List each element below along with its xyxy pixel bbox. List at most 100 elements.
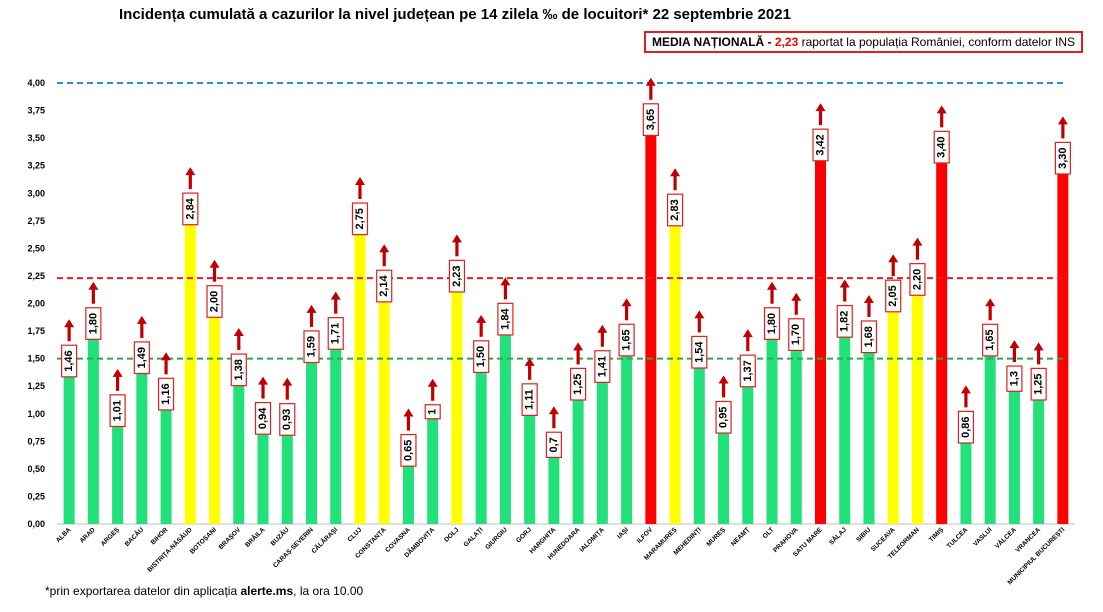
data-label-box [763,307,781,340]
data-label: 1,3 [1008,371,1020,386]
data-label-box [400,433,417,467]
y-tick-label: 0,75 [27,436,45,446]
up-arrow-shaft [188,174,192,190]
bar [427,413,439,524]
up-arrow-shaft [164,359,168,375]
y-tick-label: 0,00 [27,519,45,529]
data-label-box [254,401,272,435]
bar [887,297,899,524]
data-label-box [836,304,853,338]
category-label: IAȘI [616,526,630,540]
bar [596,368,608,524]
up-arrow-head [233,328,244,337]
up-arrow-head [718,375,729,384]
bar [693,354,705,524]
up-arrow-shaft [649,84,653,100]
y-tick-label: 3,50 [27,133,45,143]
data-label-box [521,383,538,417]
up-arrow-head [621,298,632,307]
data-label-box [1030,367,1047,401]
category-label: SIBIU [855,526,872,543]
category-label: DOLJ [443,526,460,543]
data-label: 1 [427,409,439,415]
data-label-box [594,350,611,383]
y-tick-label: 1,00 [27,409,45,419]
national-average-value: 2,23 [774,35,799,49]
footnote-pre: *prin exportarea datelor din aplicația [45,584,241,598]
bar [645,121,657,525]
data-label-box [715,400,732,434]
category-label: ALBA [55,526,73,544]
data-label: 1,71 [330,323,342,344]
data-label-box [666,193,684,227]
data-label-box [473,340,490,374]
up-arrow-head [597,324,608,333]
data-label: 1,80 [87,313,99,334]
category-label: BOTOȘANI [189,526,218,555]
data-label: 1,49 [136,347,148,368]
category-label: GALAȚI [463,526,485,548]
bar [475,358,487,524]
y-tick-label: 2,00 [27,299,45,309]
data-label: 1,01 [112,400,124,421]
up-arrow-head [863,294,874,303]
y-tick-label: 2,75 [27,216,45,226]
up-arrow-shaft [503,284,508,300]
bar [766,325,778,524]
bar [960,429,972,524]
data-label: 2,23 [451,265,463,286]
data-label-box [279,403,296,436]
bar [209,303,221,524]
category-label: NEAMȚ [730,526,751,547]
y-tick-label: 0,50 [27,464,45,474]
up-arrow-head [839,279,850,288]
up-arrow-shaft [334,298,338,314]
up-arrow-head [912,237,923,246]
category-label: TULCEA [946,526,970,550]
up-arrow-shaft [140,322,144,338]
bar [742,372,754,524]
data-label-box [376,269,393,303]
up-arrow-head [1009,340,1020,349]
up-arrow-shaft [285,384,289,400]
up-arrow-shaft [237,335,241,351]
bar [257,420,269,524]
data-label-box [545,431,562,459]
data-label-box [61,344,78,378]
up-arrow-head [379,244,390,253]
up-arrow-shaft [91,288,95,304]
data-label-box [424,404,441,420]
data-label: 3,42 [815,134,827,155]
data-label-box [157,377,175,411]
up-arrow-head [64,319,75,328]
up-arrow-shaft [261,383,265,399]
national-average-box: MEDIA NAȚIONALĂ - 2,23 raportat la popul… [644,31,1084,53]
national-average-dash: - [764,35,775,49]
data-label: 3,65 [645,109,657,130]
data-label: 1,37 [742,360,754,381]
y-tick-label: 1,25 [27,381,45,391]
data-label-box [812,128,829,162]
up-arrow-shaft [455,241,459,257]
data-label-box [618,323,635,357]
bar [863,338,875,524]
bar [790,336,802,524]
data-label-box [230,353,247,387]
up-arrow-head [209,259,220,268]
data-label-box [691,335,708,369]
data-label: 0,95 [718,407,730,428]
national-average-text: raportat la populația României, conform … [798,35,1076,49]
data-label: 2,05 [887,285,899,306]
bar [330,335,342,524]
up-arrow-head [1033,342,1044,351]
up-arrow-head [548,406,559,415]
bar [160,396,172,524]
category-label: ARAD [79,526,97,544]
up-arrow-shaft [891,261,895,277]
up-arrow-shaft [673,175,677,191]
up-arrow-shaft [1037,349,1041,365]
category-label: SĂLAJ [827,525,849,547]
up-arrow-shaft [358,184,362,200]
up-arrow-head [791,292,802,301]
